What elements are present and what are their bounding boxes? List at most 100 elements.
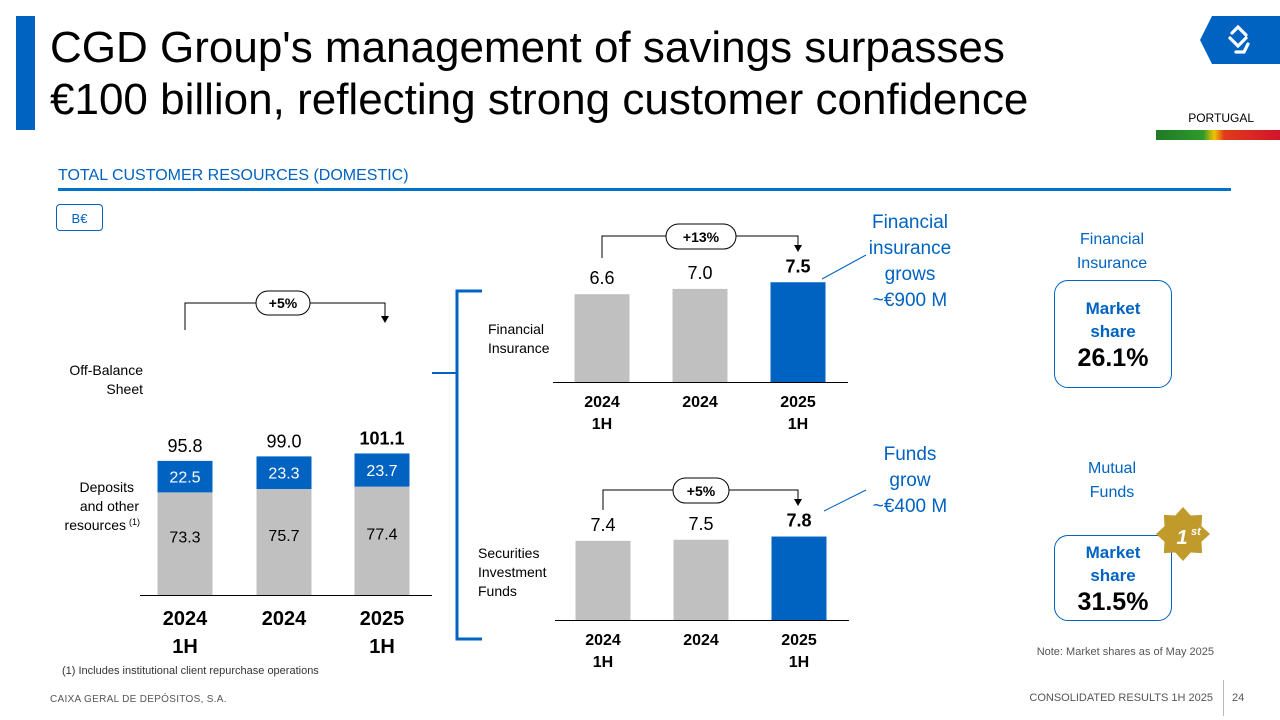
footer-company: CAIXA GERAL DE DEPÓSITOS, S.A.	[50, 694, 227, 705]
off-balance-bar	[256, 456, 312, 490]
x-tick-label: 2025	[780, 394, 816, 411]
cgd-logo	[1200, 16, 1280, 64]
x-tick-label: 2025	[781, 632, 817, 649]
bar	[771, 536, 827, 620]
off-balance-label-1: Off-Balance	[69, 362, 143, 378]
page-title: CGD Group's management of savings surpas…	[50, 22, 1150, 126]
bar-value-label: 7.8	[786, 511, 811, 531]
funds-share-title: Mutual Funds	[1052, 457, 1172, 505]
off-balance-value-label: 22.5	[169, 470, 200, 487]
insurance-callout-line-3: grows	[884, 264, 936, 285]
page-title-line-2: €100 billion, reflecting strong customer…	[50, 75, 1029, 124]
bar	[574, 294, 630, 382]
funds-growth-arrow: +5%	[602, 477, 802, 510]
insurance-share-box: Market share 26.1%	[1054, 280, 1172, 388]
x-tick-label: 2024	[585, 632, 621, 649]
bracket	[455, 289, 482, 641]
off-balance-value-label: 23.3	[268, 466, 299, 483]
sec-funds-label-2: Investment	[478, 564, 547, 580]
off-balance-bar	[354, 453, 410, 487]
bar	[672, 288, 728, 382]
footnote: (1) Includes institutional client repurc…	[62, 665, 319, 677]
funds-callout: Funds grow ~€400 M	[860, 442, 960, 520]
deposits-label-1: Deposits	[80, 479, 134, 495]
footer-report: CONSOLIDATED RESULTS 1H 2025	[1029, 692, 1213, 704]
deposits-value-label: 77.4	[366, 527, 397, 544]
insurance-growth-arrow: +13%	[601, 223, 802, 258]
footer-separator	[1223, 680, 1224, 716]
funds-share-title-2: Funds	[1089, 484, 1135, 501]
funds-callout-line-2: grow	[889, 470, 931, 491]
x-tick-label: 2024	[163, 608, 208, 630]
x-tick-label: 1H	[593, 654, 613, 671]
insurance-callout-line-1: Financial	[871, 212, 949, 233]
bar	[770, 282, 826, 382]
x-tick-label: 1H	[592, 416, 612, 433]
insurance-share-value: 26.1%	[1077, 344, 1149, 372]
bar-value-label: 7.4	[590, 515, 615, 535]
main-growth-label: +5%	[269, 295, 298, 311]
off-balance-label-2: Sheet	[106, 381, 143, 397]
x-tick-label: 2024	[683, 632, 719, 649]
fin-insurance-label-2: Insurance	[488, 340, 550, 356]
funds-share-box-label-2: share	[1090, 566, 1136, 585]
x-tick-label: 1H	[789, 654, 809, 671]
funds-callout-line-3: ~€400 M	[872, 496, 948, 517]
section-title: TOTAL CUSTOMER RESOURCES (DOMESTIC)	[58, 167, 409, 184]
total-value-label: 101.1	[359, 428, 404, 448]
x-tick-label: 2024	[262, 608, 307, 630]
funds-callout-line	[823, 489, 867, 512]
x-tick-label: 1H	[788, 416, 808, 433]
bar	[673, 539, 729, 620]
fin-insurance-label-1: Financial	[488, 321, 544, 337]
off-balance-bar	[157, 460, 213, 493]
bar-value-label: 6.6	[589, 268, 614, 288]
market-share-note: Note: Market shares as of May 2025	[1036, 646, 1214, 658]
insurance-growth-label: +13%	[683, 229, 720, 245]
insurance-share-title-1: Financial	[1079, 231, 1145, 248]
insurance-callout-line-2: insurance	[868, 238, 952, 259]
deposits-bar	[354, 486, 410, 595]
funds-callout-line-1: Funds	[883, 444, 937, 465]
funds-share-box-label-1: Market	[1085, 543, 1141, 562]
total-value-label: 95.8	[167, 436, 202, 456]
x-tick-label: 2025	[360, 608, 405, 630]
x-tick-label: 2024	[584, 394, 620, 411]
unit-badge: B€	[56, 204, 103, 231]
off-balance-value-label: 23.7	[366, 463, 397, 480]
deposits-footnote-mark: (1)	[129, 517, 140, 527]
insurance-share-title-2: Insurance	[1076, 255, 1148, 272]
funds-share-box-label: Market share	[1055, 541, 1171, 587]
insurance-share-box-label-2: share	[1090, 322, 1136, 341]
bar	[575, 540, 631, 620]
x-tick-label: 1H	[172, 636, 198, 658]
country-label: PORTUGAL	[1188, 111, 1254, 125]
insurance-share-title: Financial Insurance	[1052, 228, 1172, 276]
funds-growth-label: +5%	[687, 483, 716, 499]
main-growth-arrow: +5%	[184, 290, 389, 330]
insurance-callout: Financial insurance grows ~€900 M	[860, 210, 960, 314]
deposits-value-label: 73.3	[169, 530, 200, 547]
bar-value-label: 7.0	[687, 263, 712, 283]
section-divider	[58, 188, 1231, 191]
funds-share-title-1: Mutual	[1087, 460, 1137, 477]
first-place-badge-icon: 1 st	[1156, 507, 1210, 561]
insurance-callout-line	[821, 254, 867, 280]
sec-funds-label-3: Funds	[478, 583, 517, 599]
x-tick-label: 2024	[682, 394, 718, 411]
funds-share-value: 31.5%	[1077, 588, 1149, 616]
badge-superscript: st	[1191, 526, 1202, 538]
page-title-line-1: CGD Group's management of savings surpas…	[50, 23, 1005, 72]
sec-funds-label-1: Securities	[478, 545, 539, 561]
insurance-share-box-label-1: Market	[1085, 299, 1141, 318]
funds-share-box: Market share 31.5%	[1054, 535, 1172, 621]
bar-value-label: 7.5	[688, 514, 713, 534]
deposits-value-label: 75.7	[268, 528, 299, 545]
insurance-share-box-label: Market share	[1055, 297, 1171, 343]
title-accent-bar	[16, 16, 35, 130]
deposits-label-2: and other	[80, 498, 139, 514]
page-number: 24	[1232, 692, 1245, 704]
deposits-label-3: resources	[65, 517, 126, 533]
bar-value-label: 7.5	[785, 256, 810, 276]
